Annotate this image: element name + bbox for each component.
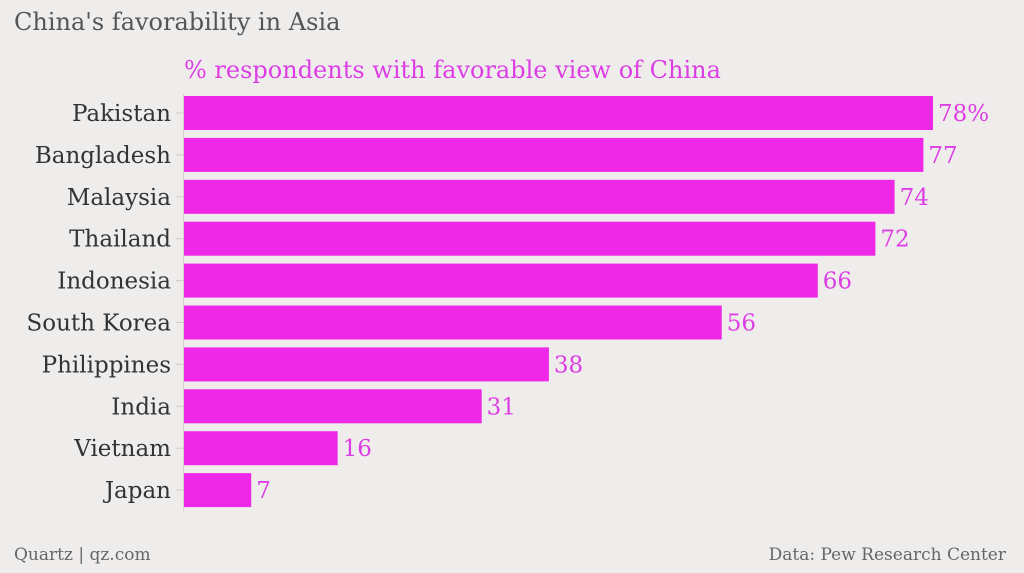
category-label-thailand: Thailand — [69, 227, 171, 253]
chart-subtitle: % respondents with favorable view of Chi… — [184, 56, 721, 84]
bar-japan — [184, 473, 252, 508]
data-source: Data: Pew Research Center — [768, 545, 1006, 565]
bar-pakistan — [184, 96, 933, 130]
value-label-thailand: 72 — [880, 227, 909, 253]
bar-vietnam — [184, 431, 338, 466]
category-label-indonesia: Indonesia — [57, 269, 171, 295]
bar-malaysia — [184, 179, 895, 214]
category-label-bangladesh: Bangladesh — [35, 143, 171, 169]
value-label-indonesia: 66 — [823, 269, 852, 295]
category-label-india: India — [111, 394, 171, 420]
category-label-pakistan: Pakistan — [72, 101, 171, 127]
value-label-japan: 7 — [256, 478, 271, 504]
value-label-philippines: 38 — [554, 352, 583, 378]
value-label-vietnam: 16 — [343, 436, 372, 462]
bar-thailand — [184, 221, 876, 256]
source-credit: Quartz | qz.com — [14, 545, 151, 565]
bar-philippines — [184, 347, 549, 382]
bar-india — [184, 389, 482, 424]
bar-indonesia — [184, 263, 818, 298]
value-label-malaysia: 74 — [900, 185, 929, 211]
category-label-vietnam: Vietnam — [73, 436, 171, 462]
value-label-india: 31 — [487, 394, 516, 420]
value-label-pakistan: 78% — [938, 101, 989, 127]
chart-title: China's favorability in Asia — [14, 8, 341, 36]
value-label-south-korea: 56 — [727, 311, 756, 337]
bar-bangladesh — [184, 137, 924, 172]
category-label-malaysia: Malaysia — [67, 185, 171, 211]
category-label-philippines: Philippines — [42, 352, 171, 378]
value-label-bangladesh: 77 — [928, 143, 957, 169]
category-label-south-korea: South Korea — [26, 311, 171, 337]
category-label-japan: Japan — [103, 478, 171, 504]
bar-south-korea — [184, 305, 722, 340]
